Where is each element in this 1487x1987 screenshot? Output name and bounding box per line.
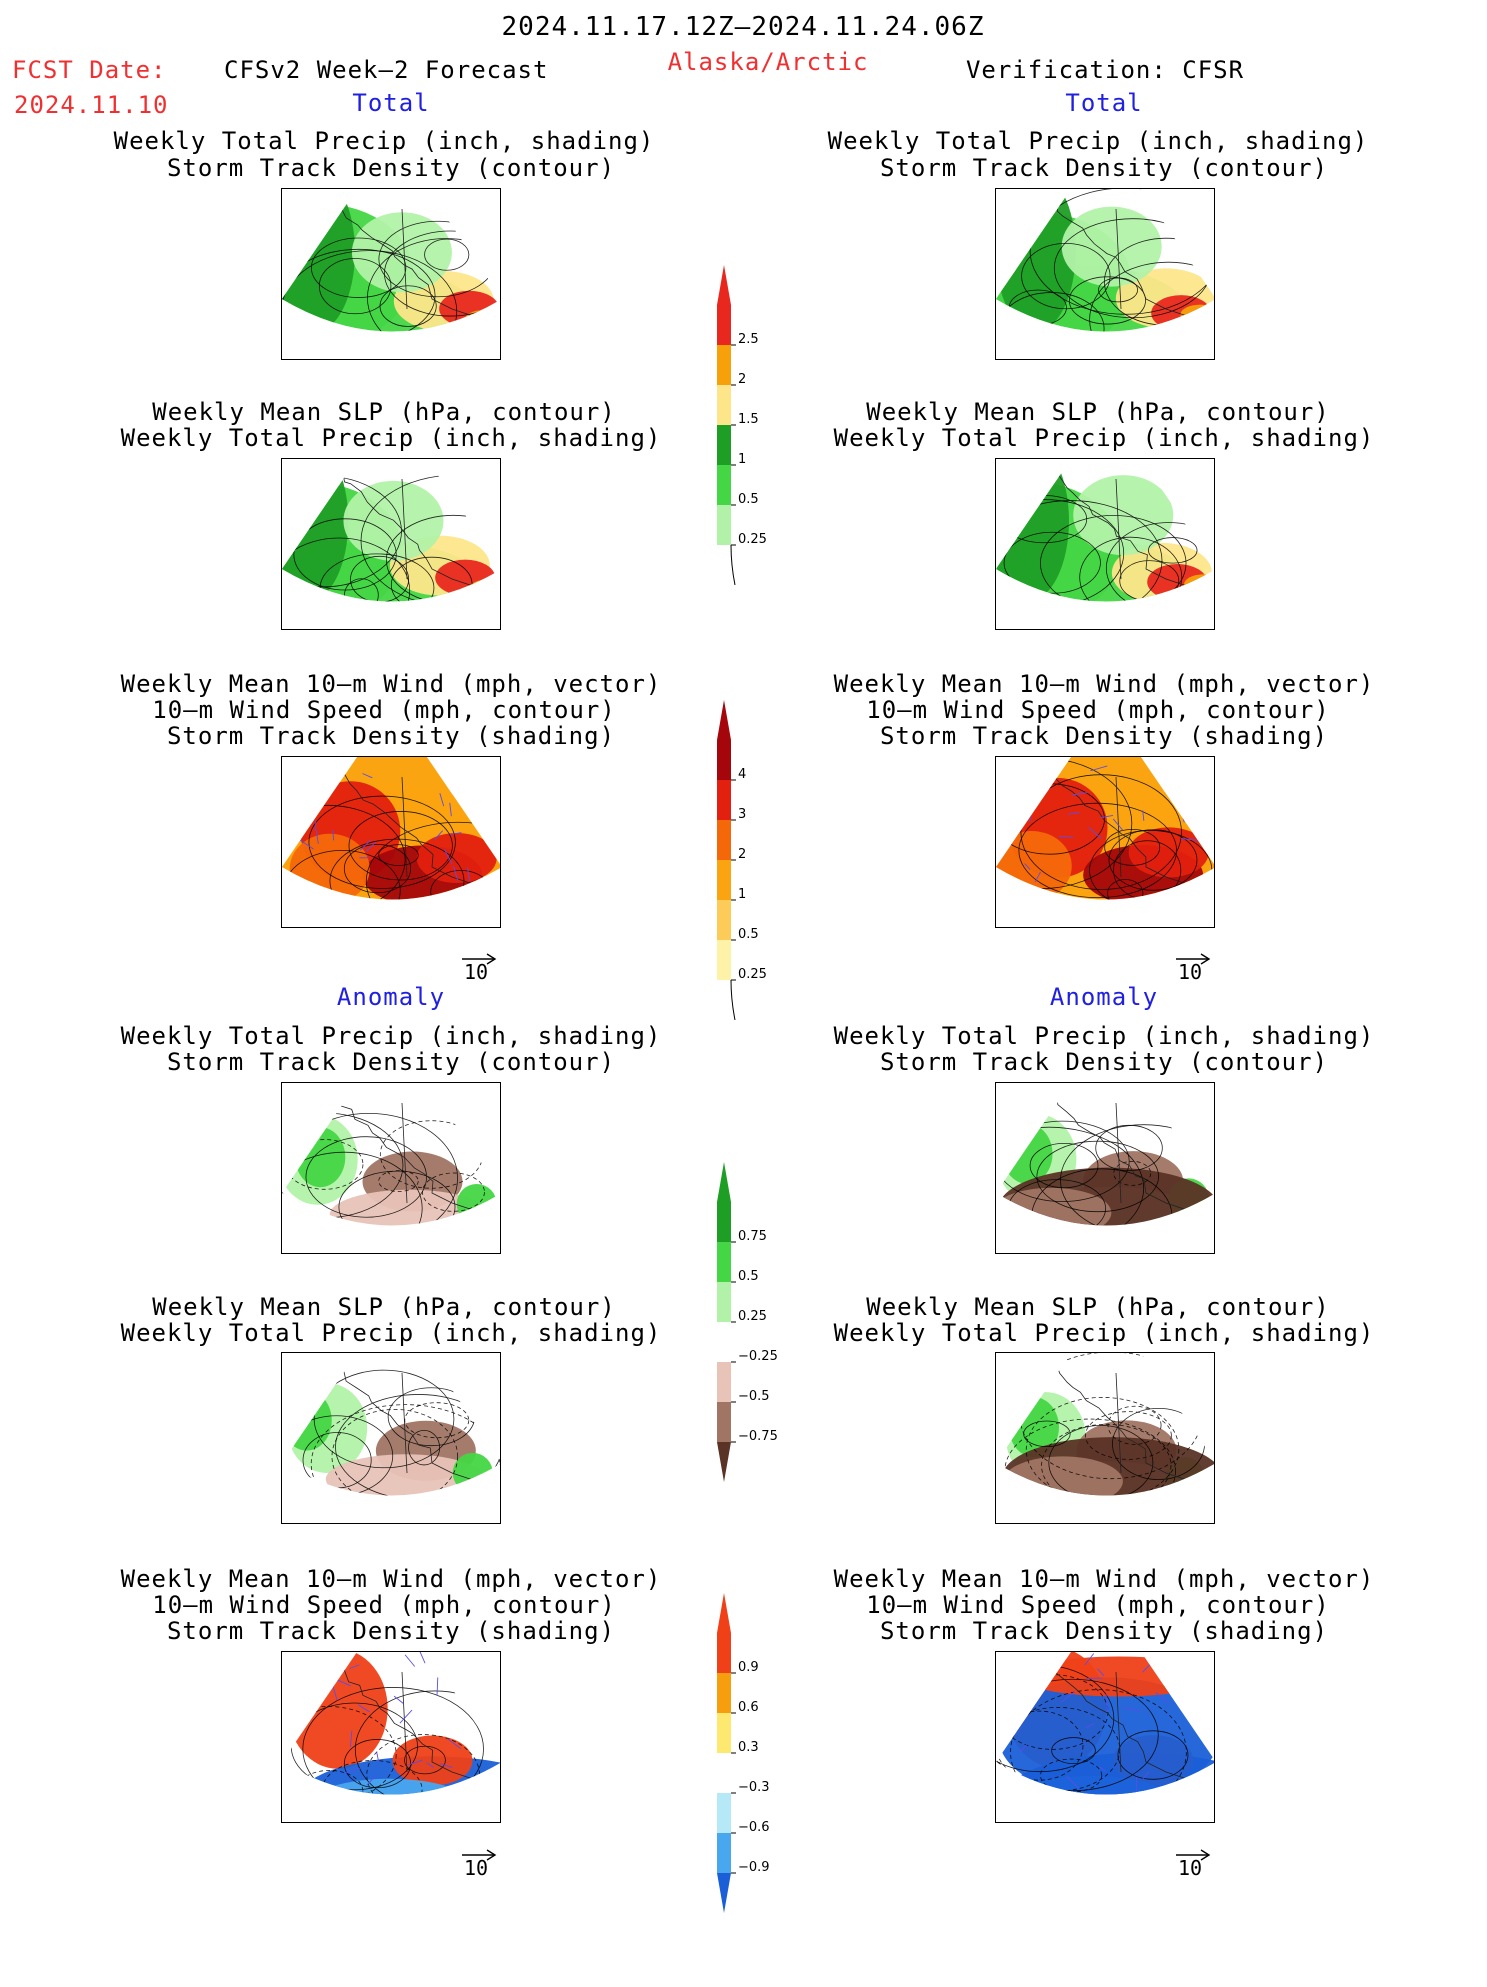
verification-label: Verification: CFSR: [966, 58, 1244, 82]
title-precip-line1: Weekly Total Precip (inch, shading): [828, 129, 1369, 153]
title-wind-line2: 10—m Wind Speed (mph, contour): [866, 698, 1329, 722]
colorbar-label: −0.3: [738, 1780, 770, 1795]
colorbar-label: 0.9: [738, 1660, 759, 1675]
colorbar-label: 0.6: [738, 1700, 759, 1715]
colorbar-label: 0.25: [738, 532, 767, 547]
map-fcst-wind-total: [281, 756, 501, 928]
map-obs-slp-anom: [995, 1352, 1215, 1524]
title-storm-line2: Storm Track Density (contour): [880, 156, 1328, 180]
colorbar-label: 0.5: [738, 492, 759, 507]
title-slp-line1: Weekly Mean SLP (hPa, contour): [866, 400, 1329, 424]
vector-scale-label: 10: [1178, 1858, 1202, 1878]
forecast-title: CFSv2 Week—2 Forecast: [224, 58, 548, 82]
title-slp-line1: Weekly Mean SLP (hPa, contour): [152, 400, 615, 424]
map-obs-slp-total: [995, 458, 1215, 630]
section-total-left: Total: [352, 91, 429, 115]
colorbar-label: −0.75: [738, 1429, 778, 1444]
colorbar-label: 0.25: [738, 967, 767, 982]
map-fcst-slp-anom: [281, 1352, 501, 1524]
colorbar-label: 1.5: [738, 412, 759, 427]
vector-scale-label: 10: [464, 1858, 488, 1878]
colorbar-label: −0.6: [738, 1820, 770, 1835]
colorbar-precip-anom: 0.75 0.5 0.25 −0.25 −0.5 −0.75: [715, 1162, 825, 1556]
section-anomaly-right: Anomaly: [1050, 985, 1158, 1009]
fcst-date-label: FCST Date:: [12, 58, 167, 82]
map-obs-wind-total: [995, 756, 1215, 928]
title-precip-line1: Weekly Total Precip (inch, shading): [114, 129, 655, 153]
title-slp-line1: Weekly Mean SLP (hPa, contour): [152, 1295, 615, 1319]
colorbar-label: −0.5: [738, 1389, 770, 1404]
map-obs-wind-anom: [995, 1651, 1215, 1823]
colorbar-label: 0.3: [738, 1740, 759, 1755]
colorbar-label: 0.25: [738, 1309, 767, 1324]
date-range: 2024.11.17.12Z—2024.11.24.06Z: [502, 14, 985, 40]
colorbar-label: 0.5: [738, 1269, 759, 1284]
title-wind-line1: Weekly Mean 10—m Wind (mph, vector): [121, 672, 662, 696]
title-wind-line3: Storm Track Density (shading): [880, 724, 1328, 748]
colorbar-label: 2.5: [738, 332, 759, 347]
title-precip-line1: Weekly Total Precip (inch, shading): [121, 1024, 662, 1048]
section-total-right: Total: [1065, 91, 1142, 115]
title-wind-line1: Weekly Mean 10—m Wind (mph, vector): [121, 1567, 662, 1591]
section-anomaly-left: Anomaly: [337, 985, 445, 1009]
title-wind-line3: Storm Track Density (shading): [167, 724, 615, 748]
colorbar-label: 2: [738, 372, 746, 387]
map-fcst-precip-total: [281, 188, 501, 360]
title-precip-line2: Weekly Total Precip (inch, shading): [121, 426, 662, 450]
colorbar-label: −0.9: [738, 1860, 770, 1875]
colorbar-label: 0.5: [738, 927, 759, 942]
map-fcst-slp-total: [281, 458, 501, 630]
title-wind-line2: 10—m Wind Speed (mph, contour): [152, 1593, 615, 1617]
vector-scale-label: 10: [464, 962, 488, 982]
colorbar-precip-total: 2.5 2 1.5 1 0.5 0.25: [715, 265, 825, 589]
title-wind-line1: Weekly Mean 10—m Wind (mph, vector): [834, 672, 1375, 696]
colorbar-label: −0.25: [738, 1349, 778, 1364]
colorbar-storm-anom: 0.9 0.6 0.3 −0.3 −0.6 −0.9: [715, 1593, 825, 1987]
title-wind-line3: Storm Track Density (shading): [880, 1619, 1328, 1643]
vector-scale-label: 10: [1178, 962, 1202, 982]
colorbar-label: 3: [738, 807, 746, 822]
title-precip-line2: Weekly Total Precip (inch, shading): [834, 426, 1375, 450]
title-wind-line3: Storm Track Density (shading): [167, 1619, 615, 1643]
colorbar-label: 1: [738, 452, 746, 467]
colorbar-label: 1: [738, 887, 746, 902]
colorbar-label: 2: [738, 847, 746, 862]
title-wind-line2: 10—m Wind Speed (mph, contour): [866, 1593, 1329, 1617]
map-obs-precip-anom: [995, 1082, 1215, 1254]
title-storm-line2: Storm Track Density (contour): [880, 1050, 1328, 1074]
title-wind-line1: Weekly Mean 10—m Wind (mph, vector): [834, 1567, 1375, 1591]
title-precip-line2: Weekly Total Precip (inch, shading): [121, 1321, 662, 1345]
title-slp-line1: Weekly Mean SLP (hPa, contour): [866, 1295, 1329, 1319]
map-fcst-precip-anom: [281, 1082, 501, 1254]
title-precip-line1: Weekly Total Precip (inch, shading): [834, 1024, 1375, 1048]
fcst-date-value: 2024.11.10: [14, 93, 169, 117]
region-title: Alaska/Arctic: [668, 50, 869, 74]
map-obs-precip-total: [995, 188, 1215, 360]
colorbar-storm-total: 4 3 2 1 0.5 0.25: [715, 700, 825, 1024]
title-storm-line2: Storm Track Density (contour): [167, 1050, 615, 1074]
title-wind-line2: 10—m Wind Speed (mph, contour): [152, 698, 615, 722]
colorbar-label: 0.75: [738, 1229, 767, 1244]
title-precip-line2: Weekly Total Precip (inch, shading): [834, 1321, 1375, 1345]
map-fcst-wind-anom: [281, 1651, 501, 1823]
title-storm-line2: Storm Track Density (contour): [167, 156, 615, 180]
colorbar-label: 4: [738, 767, 746, 782]
